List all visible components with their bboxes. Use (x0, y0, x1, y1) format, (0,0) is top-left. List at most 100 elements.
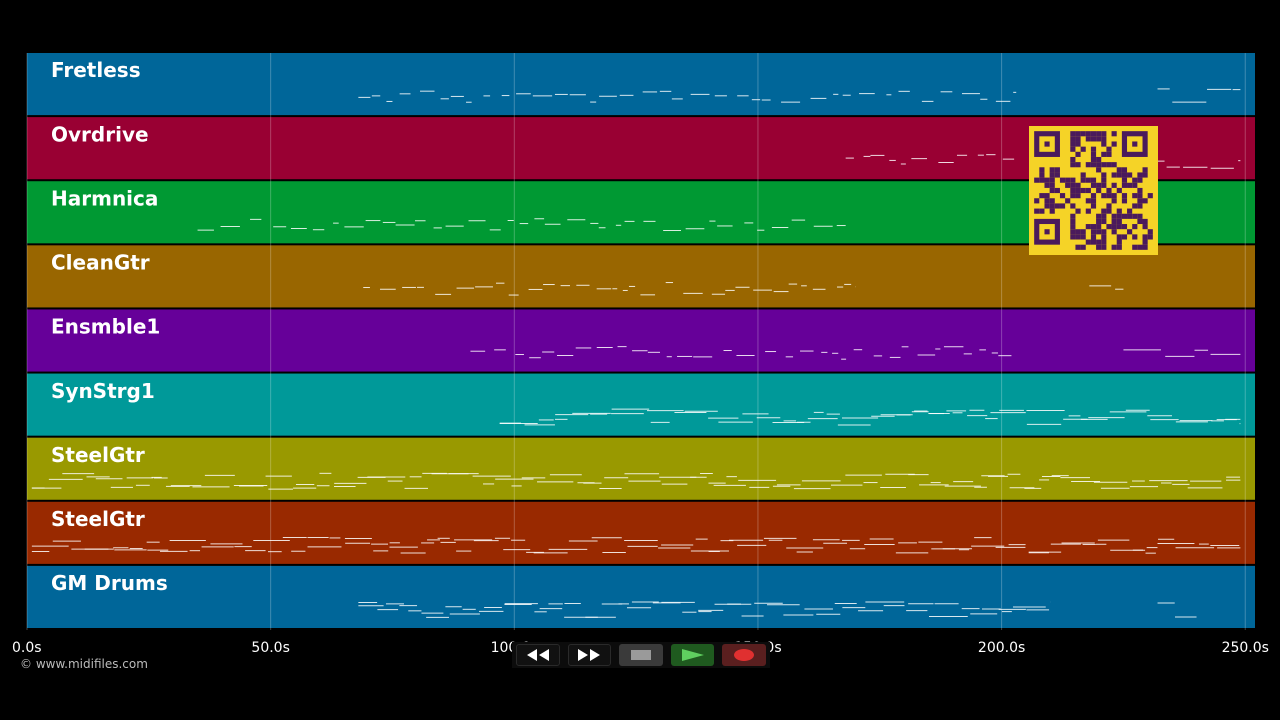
qr-module (1116, 234, 1122, 240)
qr-module (1075, 234, 1081, 240)
track-name: GM Drums (51, 571, 168, 595)
qr-module (1121, 167, 1128, 173)
qr-module (1127, 213, 1133, 219)
qr-module (1065, 177, 1071, 183)
qr-module (1101, 244, 1107, 250)
fast-forward-icon (578, 649, 601, 661)
track-name: Ensmble1 (51, 315, 160, 339)
qr-module (1096, 156, 1102, 163)
track-notes (31, 536, 1241, 554)
qr-module (1080, 187, 1086, 194)
qr-module (1039, 193, 1045, 199)
qr-module (1059, 177, 1066, 183)
transport-controls (512, 642, 770, 668)
qr-module (1096, 224, 1102, 230)
tick-label: 50.0s (251, 640, 289, 656)
qr-module (1121, 172, 1128, 178)
qr-module (1054, 187, 1060, 194)
qr-module (1090, 198, 1097, 204)
qr-module (1142, 218, 1148, 225)
qr-module (1075, 193, 1081, 199)
qr-module (1096, 213, 1102, 219)
qr-module (1111, 162, 1117, 168)
track-lane (27, 501, 1255, 564)
tick-label: 250.0s (1222, 640, 1269, 656)
qr-module (1049, 167, 1055, 173)
play-button[interactable] (670, 644, 715, 666)
qr-module (1070, 136, 1076, 142)
track-name: SynStrg1 (51, 379, 155, 403)
qr-module (1132, 244, 1138, 250)
qr-module (1106, 224, 1112, 230)
qr-module (1085, 136, 1091, 142)
qr-module (1085, 239, 1091, 245)
qr-module (1101, 151, 1107, 157)
qr-module (1101, 162, 1107, 168)
qr-module (1121, 182, 1128, 188)
qr-module (1090, 136, 1097, 142)
qr-module (1070, 177, 1076, 183)
track-notes (470, 346, 1241, 360)
qr-module (1085, 208, 1091, 214)
qr-module (1137, 172, 1143, 178)
qr-module (1054, 203, 1060, 209)
qr-module (1090, 156, 1097, 163)
qr-module (1142, 234, 1148, 240)
qr-module (1090, 182, 1097, 188)
qr-module (1070, 146, 1076, 152)
qr-module (1044, 193, 1050, 199)
qr-module (1096, 136, 1102, 142)
qr-module (1101, 213, 1107, 219)
qr-module (1039, 172, 1045, 178)
qr-module (1085, 162, 1091, 168)
qr-module (1132, 193, 1138, 199)
qr-module (1075, 208, 1081, 214)
track-lane (27, 565, 1255, 628)
qr-module (1101, 131, 1107, 137)
qr-module (1127, 172, 1133, 178)
qr-module (1121, 198, 1128, 204)
qr-module (1121, 224, 1128, 230)
qr-module (1054, 172, 1060, 178)
qr-module (1101, 218, 1107, 225)
qr-module (1121, 177, 1128, 183)
track-lane (27, 309, 1255, 372)
credit-text: © www.midifiles.com (20, 657, 148, 671)
qr-module (1075, 244, 1081, 250)
fast-forward-button[interactable] (567, 644, 612, 666)
qr-module (1142, 244, 1148, 250)
qr-module (1116, 244, 1122, 250)
stop-button[interactable] (619, 644, 663, 666)
qr-module (1049, 203, 1055, 209)
note-events (31, 88, 1241, 618)
qr-code[interactable] (1029, 126, 1158, 255)
qr-module (1137, 193, 1143, 199)
qr-module (1132, 203, 1138, 209)
qr-module (1070, 141, 1076, 147)
qr-module (1065, 198, 1071, 204)
qr-module (1111, 141, 1117, 147)
track-lane (27, 245, 1255, 308)
rewind-button[interactable] (516, 644, 560, 666)
qr-module (1054, 167, 1060, 173)
qr-module (1132, 177, 1138, 183)
track-name: Fretless (51, 58, 141, 82)
qr-module (1132, 224, 1138, 230)
track-notes (499, 408, 1241, 426)
qr-module (1034, 177, 1040, 183)
qr-module (1070, 162, 1076, 168)
qr-module (1116, 239, 1122, 245)
record-button[interactable] (722, 644, 766, 666)
qr-module (1075, 151, 1081, 157)
qr-module (1121, 213, 1128, 219)
track-lane (27, 53, 1255, 116)
qr-module (1085, 224, 1091, 230)
qr-module (1137, 244, 1143, 250)
qr-module (1070, 182, 1076, 188)
qr-module (1075, 136, 1081, 142)
track-labels: Fretless Ovrdrive Harmnica CleanGtr Ensmble1… (51, 58, 168, 595)
qr-module (1090, 203, 1097, 209)
track-notes (31, 472, 1241, 490)
qr-module (1090, 162, 1097, 168)
qr-module (1116, 208, 1122, 214)
